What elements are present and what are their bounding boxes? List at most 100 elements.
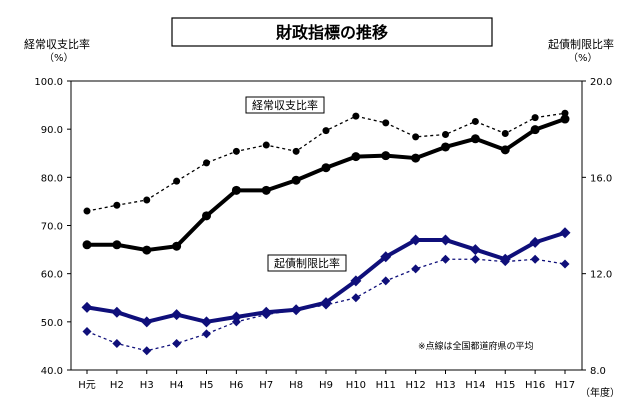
debt-average-point: [441, 254, 450, 264]
left-tick-label: 90.0: [41, 125, 63, 136]
series-label-2: 起債制限比率: [274, 256, 340, 270]
x-tick-label: H3: [140, 380, 154, 391]
x-tick-label: H10: [346, 380, 366, 391]
ratio-point: [411, 153, 421, 163]
debt-average-point: [112, 339, 122, 349]
left-tick-label: 70.0: [41, 222, 63, 233]
debt-point: [171, 309, 183, 321]
debt-average-point: [560, 259, 570, 269]
series-label-box-1: [245, 96, 325, 114]
debt-point: [290, 304, 302, 316]
x-tick-label: H16: [525, 380, 545, 391]
right-axis-label: 起債制限比率: [548, 37, 614, 51]
ratio-average-point: [531, 114, 539, 122]
ratio-average-point: [232, 147, 240, 155]
debt-point: [469, 244, 481, 256]
x-tick-label: H13: [435, 380, 455, 391]
right-tick-label: 8.0: [590, 366, 606, 377]
series-label-box-2: [267, 254, 347, 272]
x-tick-label: H11: [376, 380, 396, 391]
debt-point: [410, 234, 422, 246]
ratio-point: [441, 142, 450, 152]
ratio-point: [231, 185, 241, 195]
left-tick-label: 40.0: [41, 366, 63, 377]
x-tick-label: H12: [406, 380, 426, 391]
debt-average-point: [172, 339, 182, 349]
ratio-point: [500, 145, 510, 155]
x-tick-label: H元: [78, 380, 96, 391]
debt-point: [559, 227, 571, 239]
right-tick-label: 20.0: [590, 77, 612, 88]
left-axis-unit: （%）: [44, 52, 74, 64]
debt-average-point: [530, 254, 540, 264]
debt-point: [81, 301, 93, 313]
x-tick-label: H15: [495, 380, 515, 391]
ratio-point: [142, 245, 152, 255]
x-tick-label: H4: [170, 380, 184, 391]
debt-average-point: [82, 326, 92, 336]
plot-area: [70, 80, 583, 371]
chart-title: 財政指標の推移: [276, 23, 388, 42]
ratio-point: [560, 114, 570, 124]
left-tick-label: 50.0: [41, 318, 63, 329]
right-axis-unit: （%）: [568, 52, 598, 64]
debt-point: [529, 236, 541, 248]
ratio-point: [261, 185, 271, 195]
ratio-average-point: [143, 196, 151, 204]
left-tick-label: 80.0: [41, 173, 63, 184]
right-tick-label: 12.0: [590, 270, 612, 281]
debt-point: [320, 297, 332, 309]
x-tick-label: H17: [555, 380, 575, 391]
right-tick-label: 16.0: [590, 173, 612, 184]
left-tick-label: 100.0: [34, 77, 63, 88]
ratio-line: [87, 117, 566, 253]
x-tick-label: H14: [465, 380, 485, 391]
debt-point: [380, 251, 392, 263]
ratio-average-point: [442, 130, 449, 138]
x-axis-label: （年度）: [580, 386, 620, 399]
ratio-point: [82, 240, 92, 250]
debt-point: [230, 311, 242, 323]
left-tick-label: 60.0: [41, 270, 63, 281]
ratio-point: [530, 125, 540, 135]
title-box: [171, 17, 493, 47]
ratio-point: [321, 163, 331, 173]
ratio-average-point: [262, 141, 270, 149]
debt-point: [440, 234, 451, 246]
ratio-point: [470, 134, 480, 144]
x-tick-label: H8: [289, 380, 303, 391]
ratio-average-point: [471, 117, 479, 125]
ratio-point: [291, 175, 301, 185]
left-axis-ticks: 40.0 50.0 60.0 70.0 80.0 90.0 100.0: [34, 77, 71, 377]
ratio-average-point: [292, 147, 300, 155]
x-tick-label: H9: [319, 380, 333, 391]
ratio-point: [381, 151, 391, 161]
debt-average-point: [202, 329, 211, 339]
debt-point: [111, 306, 123, 318]
debt-average-point: [381, 276, 391, 286]
right-axis-ticks: 8.0 12.0 16.0 20.0: [582, 77, 612, 377]
ratio-average-point: [322, 127, 330, 135]
x-tick-label: H5: [200, 380, 214, 391]
ratio-average-point: [382, 119, 390, 127]
x-tick-label: H2: [110, 380, 124, 391]
series-layer: [81, 109, 571, 356]
left-axis-label: 経常収支比率: [24, 37, 90, 51]
ratio-average-point: [501, 130, 509, 138]
ratio-average-point: [113, 201, 121, 209]
debt-point: [499, 253, 511, 265]
debt-average-point: [142, 346, 152, 356]
ratio-average-point: [412, 133, 420, 141]
ratio-point: [351, 152, 361, 162]
ratio-average-point: [173, 177, 181, 185]
debt-point: [201, 316, 212, 328]
ratio-average-point: [352, 112, 360, 120]
debt-average-point: [411, 264, 421, 274]
x-tick-label: H6: [229, 380, 243, 391]
debt-point: [141, 316, 153, 328]
ratio-average-point: [203, 159, 210, 167]
debt-average-point: [470, 254, 480, 264]
ratio-average-point: [83, 207, 91, 215]
ratio-point: [112, 240, 122, 250]
